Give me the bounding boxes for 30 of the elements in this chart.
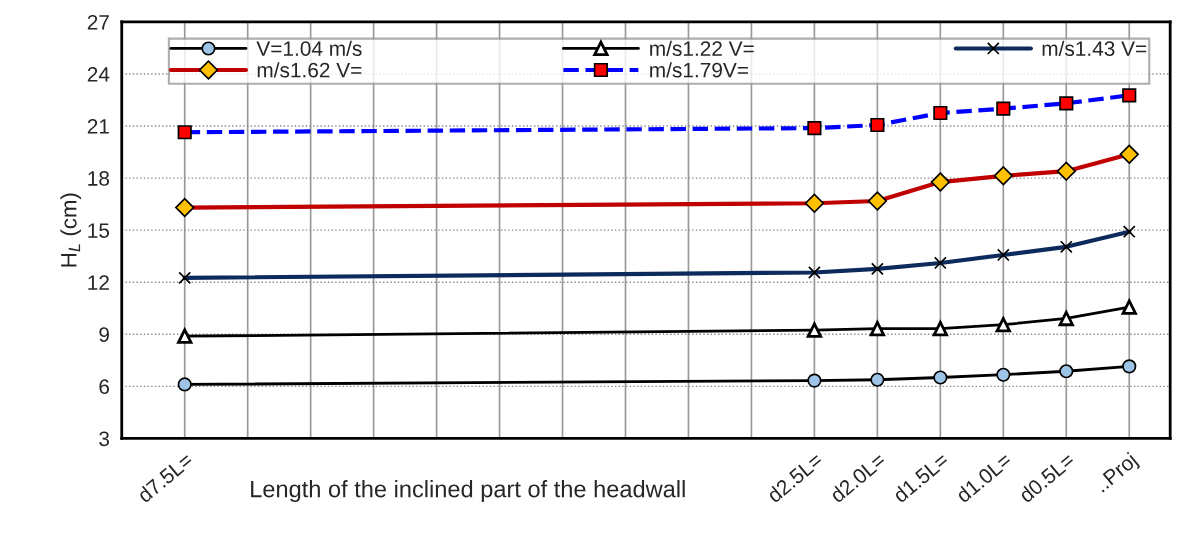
point (932, 320, 948, 337)
y-tick-label: 18 (88, 171, 110, 186)
point (869, 320, 886, 337)
y-tick-label: 6 (99, 379, 110, 395)
legend-label: m/s1.62 V= (257, 62, 362, 78)
y-tick-label: 15 (88, 223, 110, 238)
point (177, 377, 192, 392)
y-axis-title: H$_{L}$ (cm) (60, 193, 82, 267)
point (1058, 310, 1074, 327)
y-tick-label: 21 (87, 119, 109, 134)
y-tick-label: 9 (99, 327, 109, 343)
point (995, 317, 1011, 333)
point (177, 328, 193, 344)
point (1122, 359, 1137, 374)
legend-label: m/s1.43 V= (1042, 40, 1147, 56)
point (1121, 299, 1137, 315)
point (807, 373, 822, 388)
legend-label: V=1.04 m/s (256, 40, 362, 56)
point (1059, 364, 1074, 379)
y-tick-label: 3 (99, 431, 110, 447)
y-tick-label: 24 (87, 66, 110, 82)
y-tick-label: 27 (87, 14, 109, 30)
legend-label: m/s1.79V= (650, 62, 748, 78)
point (933, 370, 948, 385)
point (870, 372, 885, 387)
point (996, 367, 1011, 382)
y-tick-label: 12 (88, 275, 109, 290)
point (806, 322, 823, 338)
x-axis-title: Length of the inclined part of the headwall (251, 480, 685, 503)
legend-label: m/s1.22 V= (650, 40, 754, 56)
